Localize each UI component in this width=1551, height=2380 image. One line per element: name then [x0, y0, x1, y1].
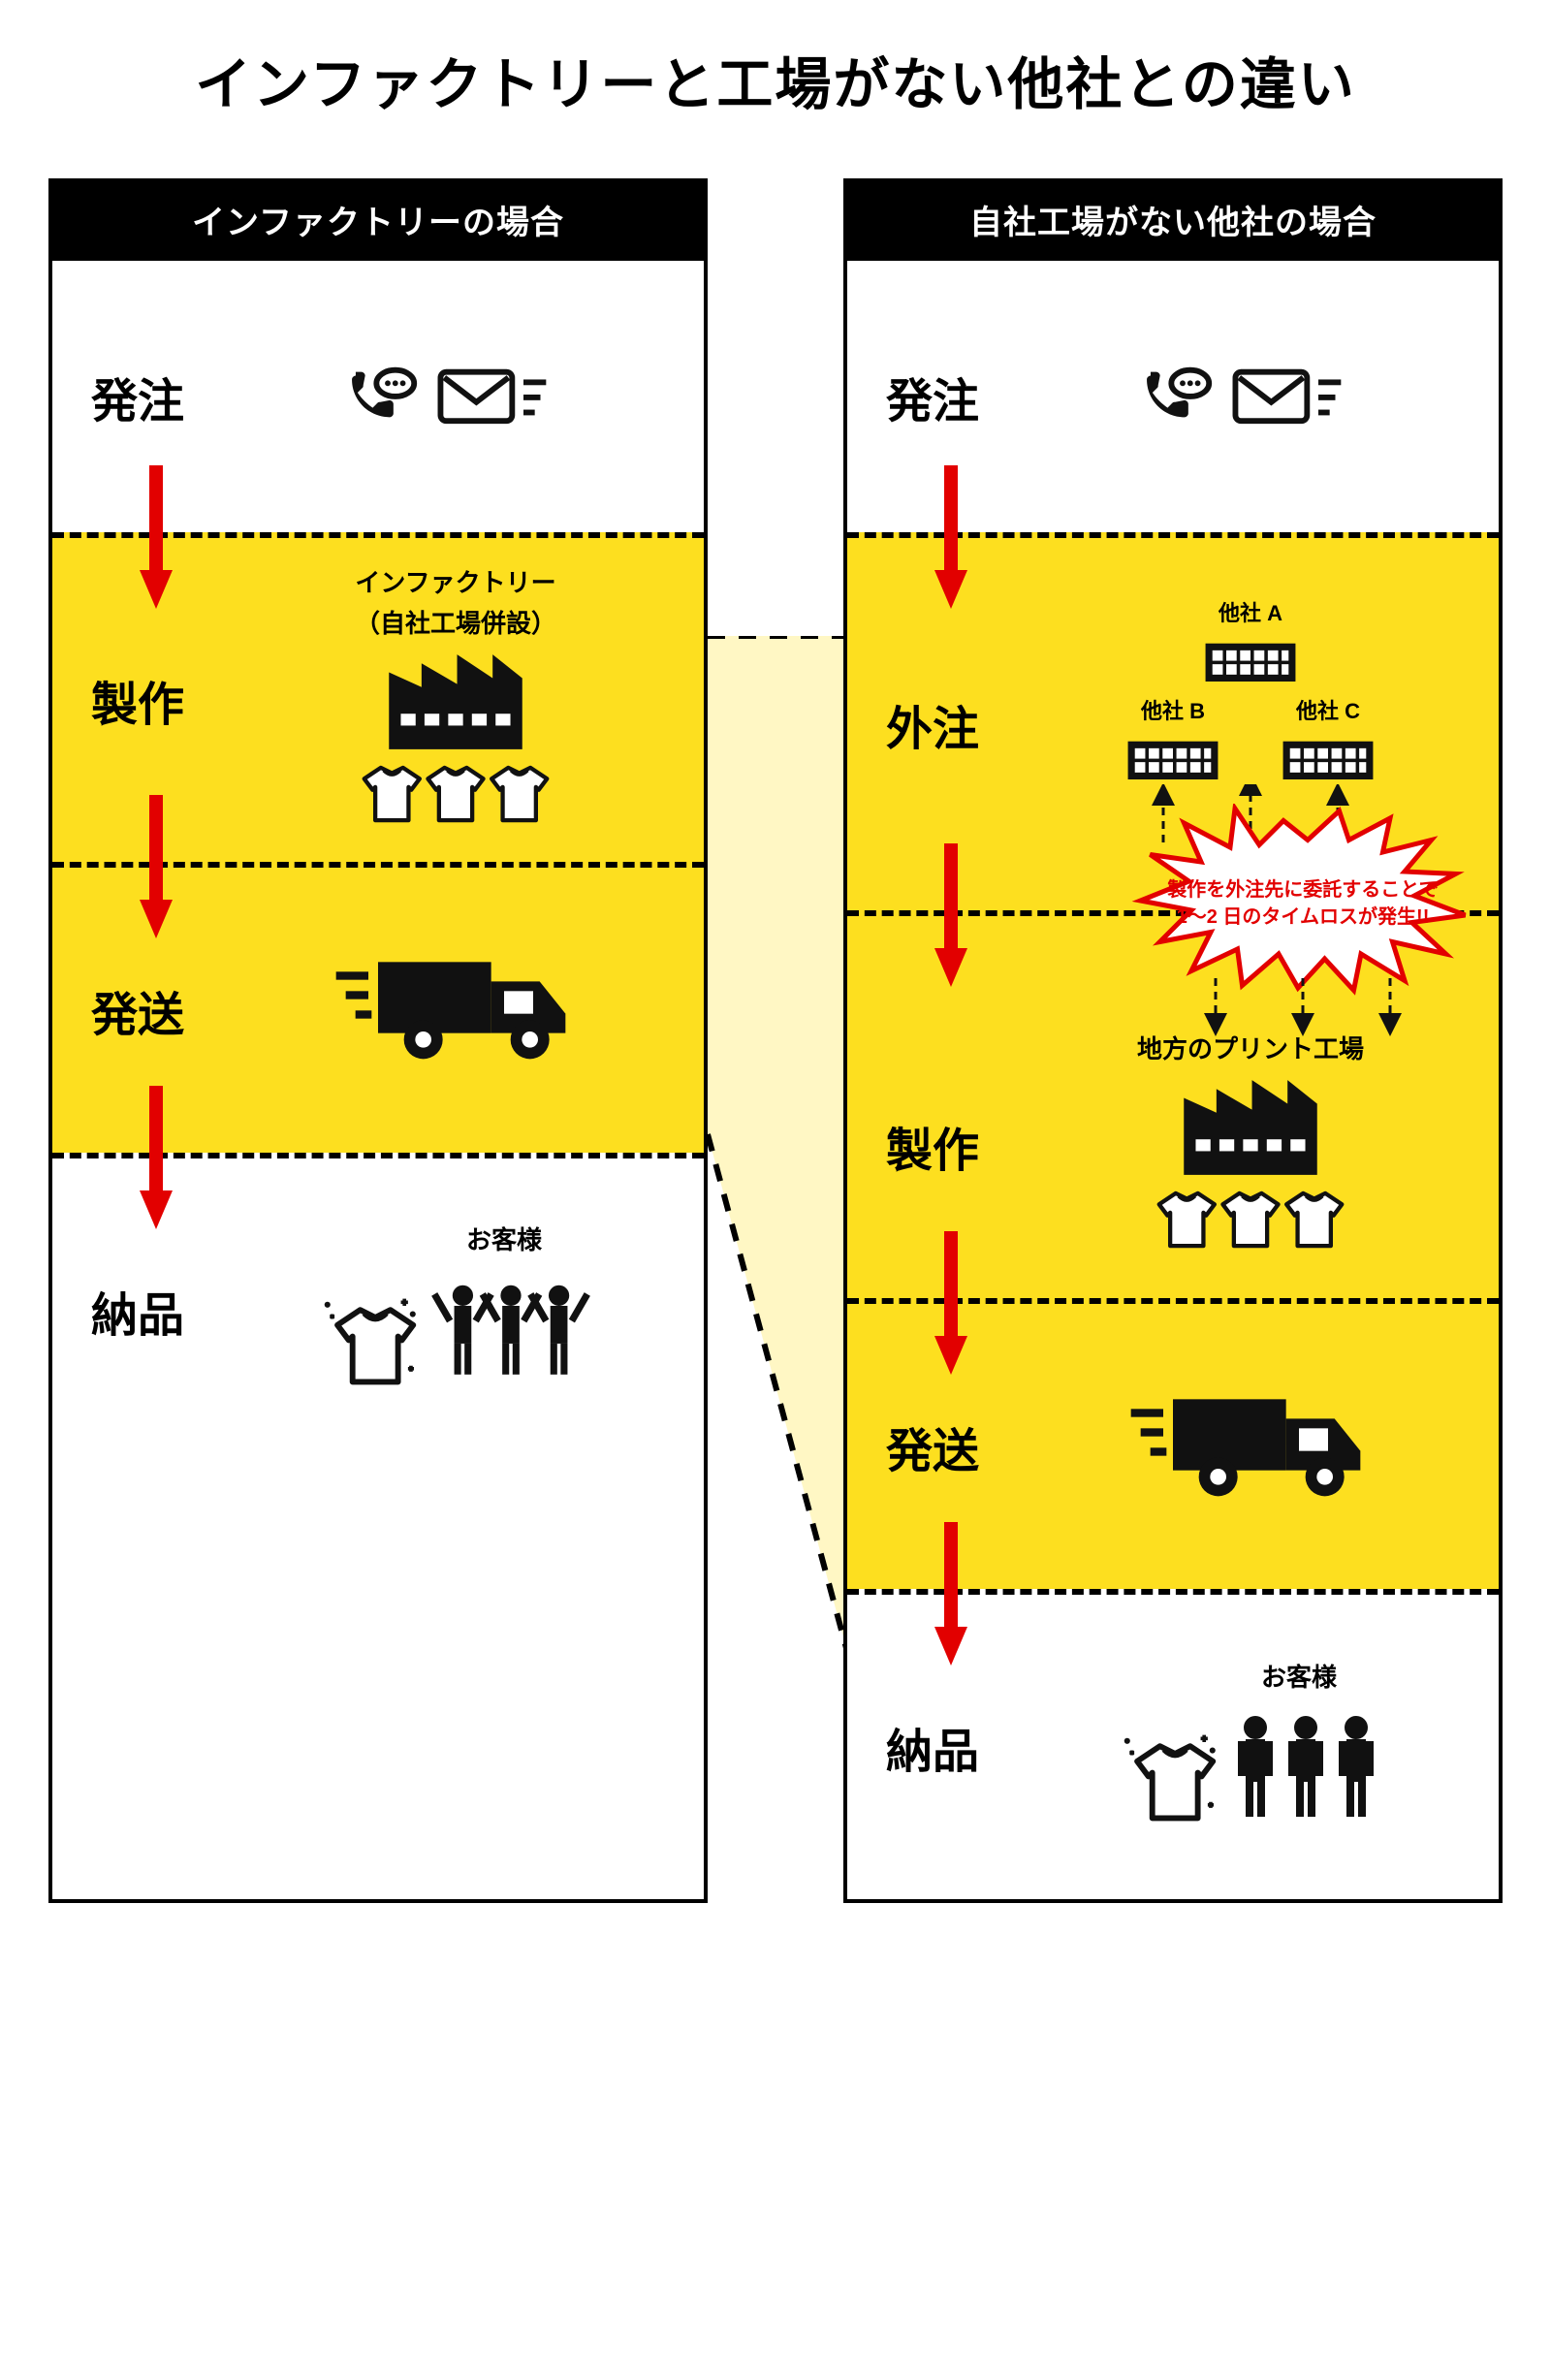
- left-column: インファクトリーの場合 発注 製作 インファクトリー （自社工場併設） 発送: [48, 178, 708, 1903]
- flow-arrow-icon: [934, 1517, 964, 1672]
- company-c-label: 他社 C: [1275, 694, 1381, 725]
- step-label: 納品: [91, 1277, 227, 1345]
- factory-caption-1: インファクトリー: [246, 567, 665, 600]
- phone-mail-icon: [1124, 361, 1377, 428]
- left-header: インファクトリーの場合: [52, 178, 704, 261]
- customer-caption: お客様: [1138, 1662, 1460, 1695]
- step-label: 製作: [91, 666, 227, 734]
- people-standing-icon: [1228, 1701, 1383, 1827]
- remote-factory-caption: 地方のプリント工場: [1041, 1033, 1460, 1066]
- step-label: 発送: [886, 1412, 1022, 1480]
- burst-callout: 製作を外注先に委託することで 1～2 日のタイムロスが発生!!: [1119, 804, 1487, 1002]
- factory-caption-2: （自社工場併設）: [246, 608, 665, 641]
- right-header: 自社工場がない他社の場合: [847, 178, 1499, 261]
- right-step-deliver: 納品 お客様: [847, 1589, 1499, 1899]
- step-label: 外注: [886, 690, 1022, 758]
- truck-icon: [330, 935, 582, 1080]
- phone-mail-icon: [330, 361, 582, 428]
- left-step-deliver: 納品 お客様: [52, 1153, 704, 1463]
- step-label: 発注: [91, 363, 227, 430]
- customer-caption: お客様: [343, 1224, 665, 1257]
- truck-icon: [1124, 1372, 1377, 1517]
- shirts-icon: [1154, 1186, 1347, 1253]
- flow-arrow-icon: [934, 1226, 964, 1381]
- page-title: インファクトリーと工場がない他社との違い: [48, 39, 1503, 120]
- company-a-label: 他社 A: [1197, 596, 1304, 627]
- flow-arrow-icon: [934, 460, 964, 616]
- flow-arrow-icon: [140, 460, 169, 616]
- burst-line-1: 製作を外注先に委託することで: [1167, 879, 1438, 901]
- shirts-icon: [359, 760, 553, 828]
- step-label: 納品: [886, 1713, 1022, 1781]
- flow-arrow-icon: [140, 1081, 169, 1236]
- step-label: 発注: [886, 363, 1022, 430]
- people-cheer-icon: [428, 1265, 593, 1391]
- divergence-bridge: [708, 636, 853, 1673]
- factory-icon: [373, 649, 538, 755]
- building-icon: [1120, 731, 1226, 779]
- building-icon: [1197, 633, 1304, 682]
- step-label: 製作: [886, 1112, 1022, 1180]
- delivered-shirt-icon: [1118, 1721, 1224, 1827]
- flow-arrow-icon: [934, 839, 964, 994]
- company-b-label: 他社 B: [1120, 694, 1226, 725]
- flow-arrow-icon: [140, 790, 169, 945]
- columns-wrap: インファクトリーの場合 発注 製作 インファクトリー （自社工場併設） 発送: [48, 178, 1503, 1903]
- step-label: 発送: [91, 976, 227, 1044]
- delivered-shirt-icon: [318, 1285, 425, 1391]
- factory-icon: [1168, 1074, 1333, 1181]
- building-icon: [1275, 731, 1381, 779]
- dashed-arrows-down-icon: [1157, 978, 1448, 1036]
- burst-line-2: 1～2 日のタイムロスが発生!!: [1177, 906, 1430, 928]
- right-column: 自社工場がない他社の場合 発注 外注 他社 A 他社 B: [843, 178, 1503, 1903]
